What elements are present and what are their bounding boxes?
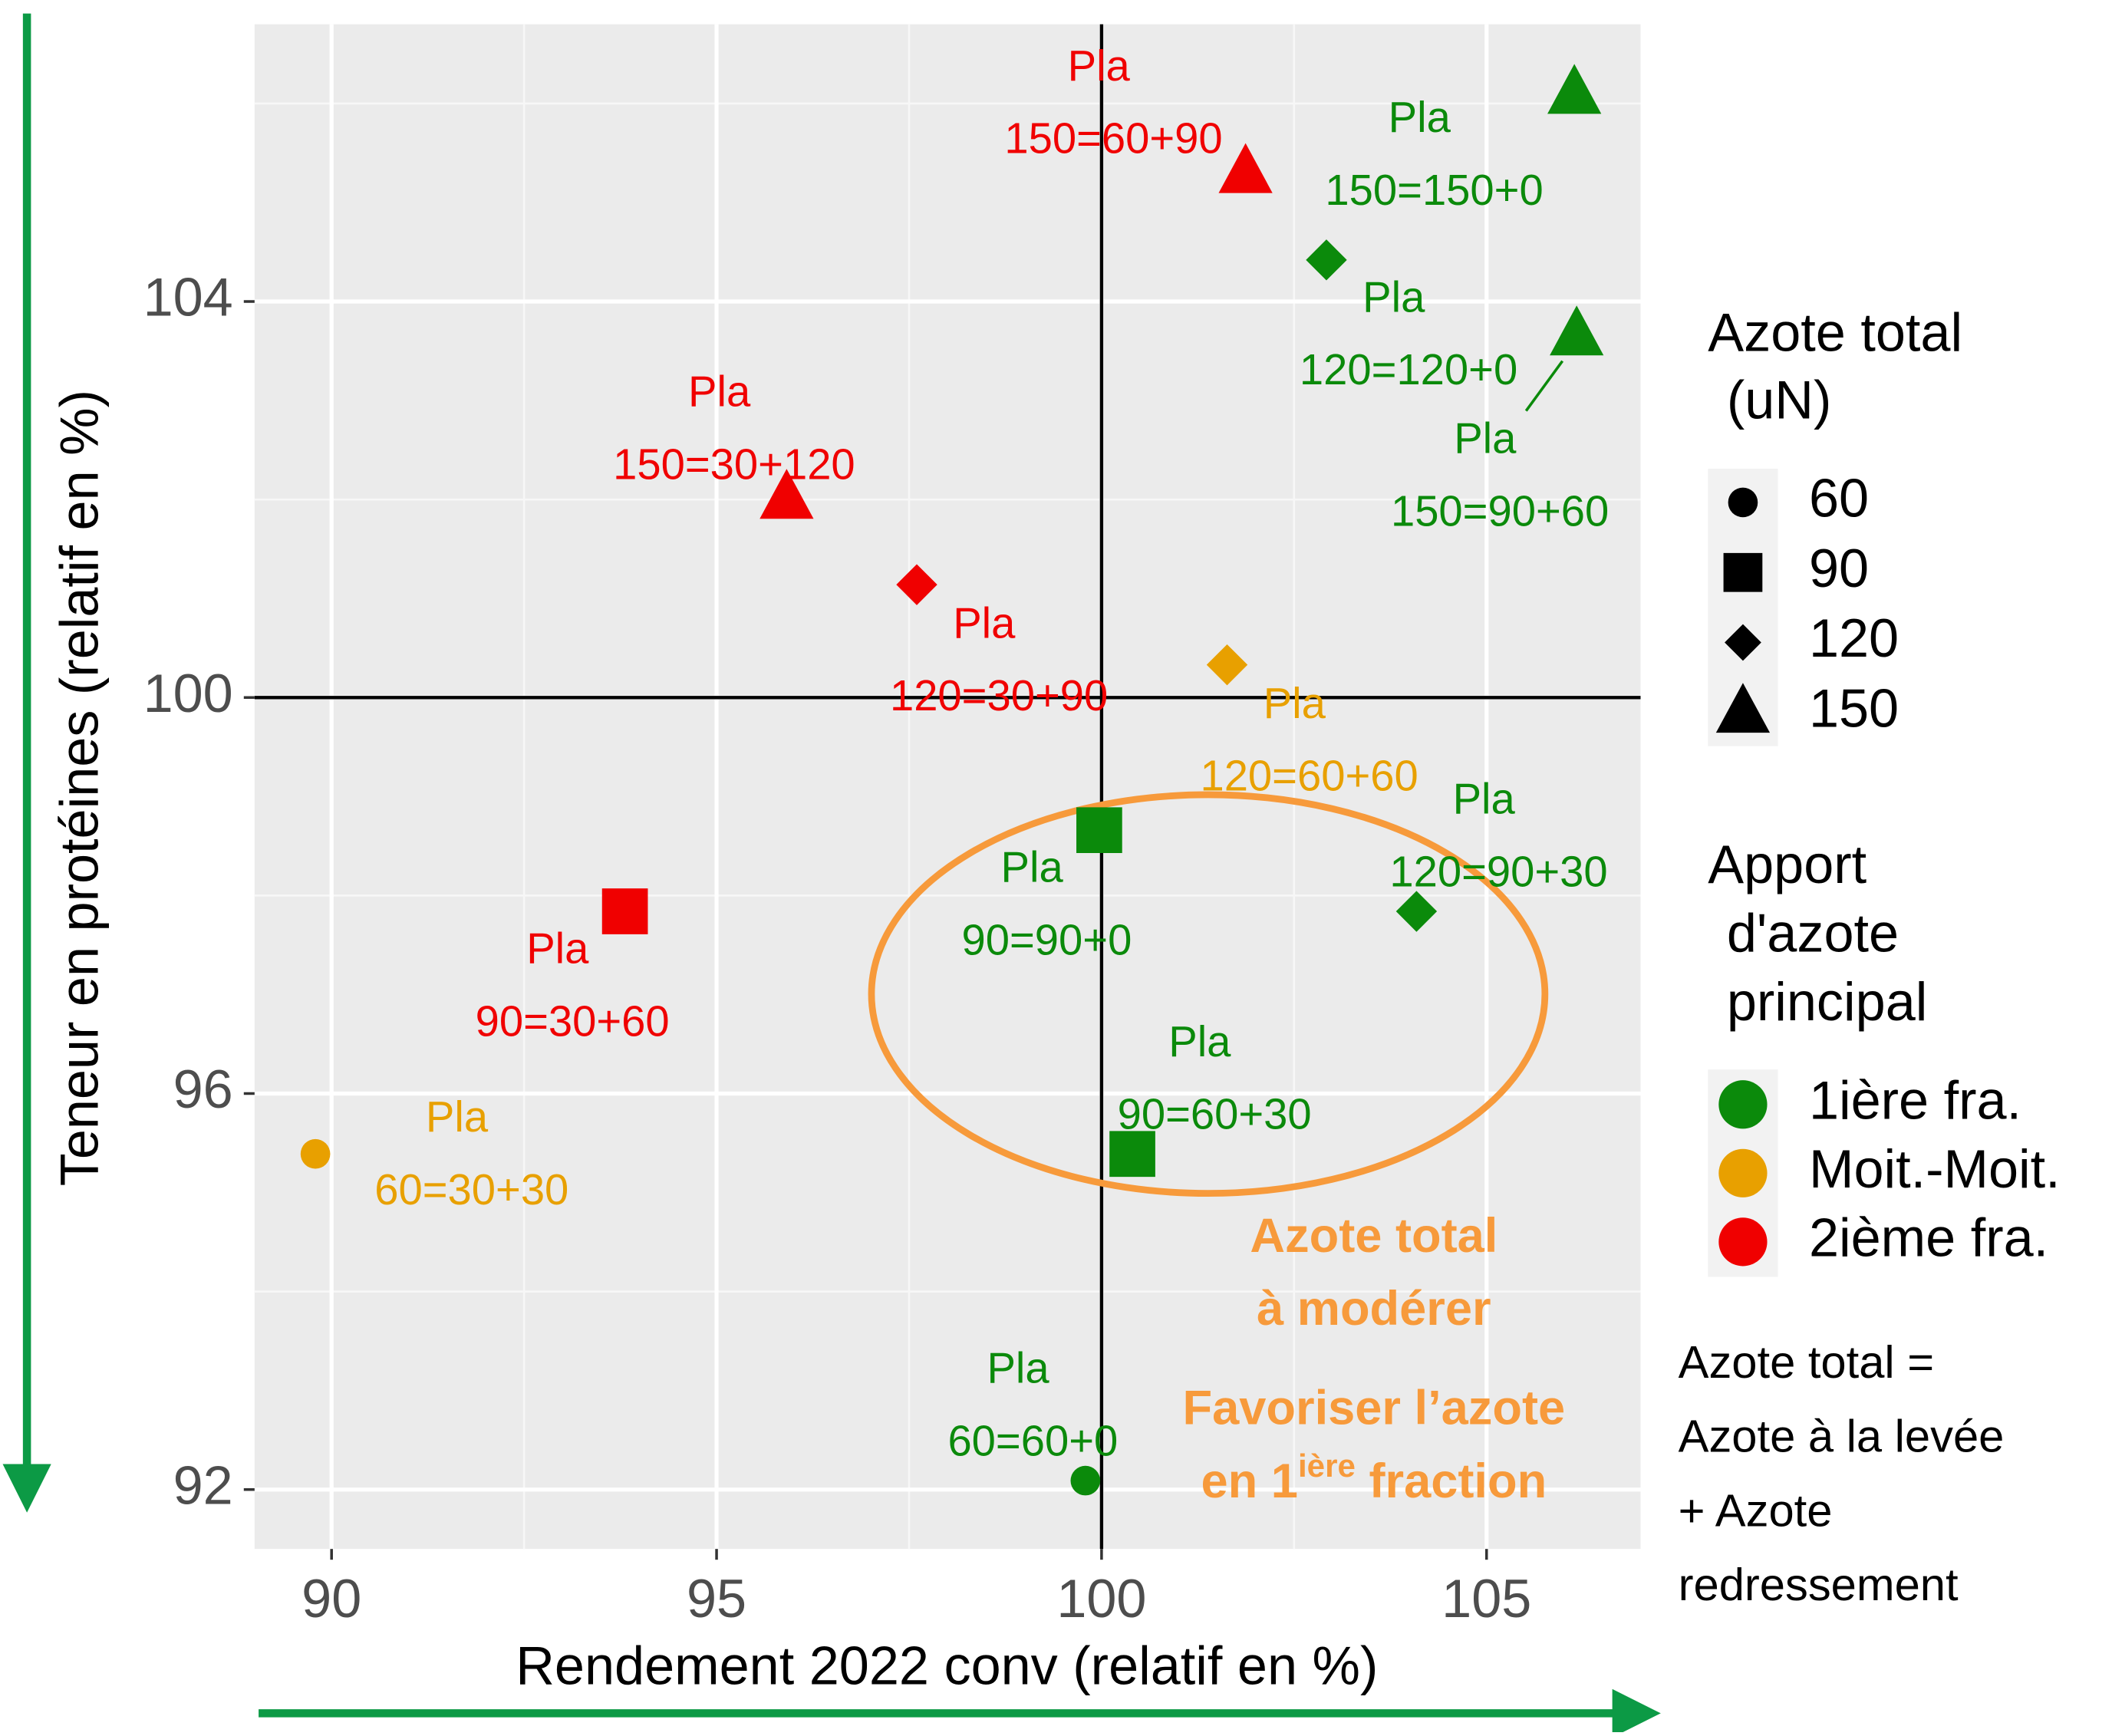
annotation: Azote total xyxy=(1250,1209,1498,1263)
legend-key xyxy=(1718,1217,1768,1267)
point-label: 120=120+0 xyxy=(1300,345,1517,394)
note: + Azote xyxy=(1679,1484,1833,1536)
point-label: 150=60+90 xyxy=(1004,114,1222,163)
legend-label: 60 xyxy=(1809,467,1869,528)
legend-title: Apport xyxy=(1708,834,1867,894)
point xyxy=(1206,644,1248,686)
legend-label: 90 xyxy=(1809,538,1869,598)
highlight-ellipse xyxy=(868,791,1549,1197)
point-label: 90=60+30 xyxy=(1118,1090,1312,1138)
point-label: Pla xyxy=(1362,272,1425,321)
legend-key xyxy=(1718,1080,1768,1129)
legend-label: 1ière fra. xyxy=(1809,1069,2021,1130)
point-label: Pla xyxy=(1454,413,1517,462)
point xyxy=(1070,1465,1101,1496)
point xyxy=(1547,64,1602,114)
point xyxy=(1218,143,1273,193)
point-label: Pla xyxy=(953,598,1016,647)
legend-key xyxy=(1718,1148,1768,1197)
y-tick-label: 104 xyxy=(143,267,233,328)
legend-key xyxy=(1728,487,1758,518)
point xyxy=(1395,891,1438,932)
point-label: Pla xyxy=(1001,843,1064,891)
point-label: 150=150+0 xyxy=(1325,166,1543,214)
annotation: à modérer xyxy=(1257,1282,1491,1336)
x-tick-label: 100 xyxy=(1056,1568,1146,1629)
annotation: Favoriser l’azote xyxy=(1183,1382,1566,1435)
point-label: Pla xyxy=(526,924,589,973)
legend-key xyxy=(1723,552,1763,592)
note: redressement xyxy=(1679,1559,1959,1610)
point xyxy=(300,1138,331,1169)
legend-label: Moit.-Moit. xyxy=(1809,1138,2061,1199)
point xyxy=(1076,807,1122,854)
x-tick-label: 90 xyxy=(301,1568,361,1629)
annotation-part: en 1 xyxy=(1201,1454,1298,1508)
legend-title: d'azote xyxy=(1727,903,1899,964)
point-label: Pla xyxy=(426,1092,489,1141)
point xyxy=(1109,1131,1155,1178)
point-label: Pla xyxy=(1264,679,1326,727)
point xyxy=(759,469,814,519)
note: Azote total = xyxy=(1679,1336,1934,1388)
point-label: 60=60+0 xyxy=(947,1417,1118,1465)
point xyxy=(601,888,648,934)
x-tick-label: 95 xyxy=(687,1568,746,1629)
legend-label: 120 xyxy=(1809,608,1899,668)
legend-label: 150 xyxy=(1809,677,1899,738)
point xyxy=(1550,305,1604,356)
point-label: 60=30+30 xyxy=(374,1165,568,1214)
point-label: 120=60+60 xyxy=(1200,752,1418,800)
y-tick-label: 96 xyxy=(173,1059,233,1119)
y-tick-label: 100 xyxy=(143,663,233,723)
y-axis-title: Teneur en protéines (relatif en %) xyxy=(48,390,109,1186)
legend-title: Azote total xyxy=(1708,302,1962,363)
point-label: Pla xyxy=(1168,1017,1231,1066)
point-label: Pla xyxy=(1068,41,1131,90)
leader-line xyxy=(1524,360,1564,412)
annotation-part: fraction xyxy=(1356,1454,1547,1508)
point-label: 90=90+0 xyxy=(962,916,1132,964)
annotation-part: ière xyxy=(1298,1448,1356,1484)
legend-title: (uN) xyxy=(1727,369,1832,430)
point-label: Pla xyxy=(1453,775,1516,823)
x-tick-label: 105 xyxy=(1441,1568,1531,1629)
y-tick-label: 92 xyxy=(173,1454,233,1515)
legend-key xyxy=(1715,683,1771,733)
panel xyxy=(254,24,1641,1550)
point-label: 120=90+30 xyxy=(1389,847,1607,895)
legend-label: 2ième fra. xyxy=(1809,1207,2048,1267)
point-label: Pla xyxy=(987,1344,1049,1392)
legend-title: principal xyxy=(1727,971,1928,1032)
point-label: Pla xyxy=(688,367,751,416)
x-axis-title: Rendement 2022 conv (relatif en %) xyxy=(516,1636,1378,1696)
point-label: 120=30+90 xyxy=(890,671,1108,720)
point-label: 150=30+120 xyxy=(613,440,855,488)
note: Azote à la levée xyxy=(1679,1411,2005,1462)
point-label: 150=90+60 xyxy=(1391,486,1609,535)
point-label: 90=30+60 xyxy=(476,996,670,1045)
point xyxy=(1306,239,1347,281)
annotation: en 1ière fraction xyxy=(1201,1448,1547,1508)
point-label: Pla xyxy=(1389,93,1451,141)
